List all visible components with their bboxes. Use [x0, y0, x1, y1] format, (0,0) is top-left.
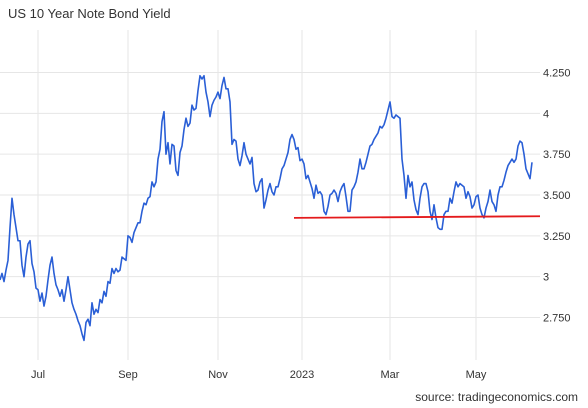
- y-axis: 2.750 3 3.250 3.500 3.750 4 4.250: [543, 67, 571, 324]
- y-tick-label: 3.500: [543, 190, 571, 202]
- chart-source: source: tradingeconomics.com: [415, 390, 578, 404]
- y-tick-label: 4.250: [543, 67, 571, 79]
- x-tick-label: May: [466, 369, 487, 381]
- x-tick-label: Nov: [208, 369, 228, 381]
- series-line-support: [293, 215, 541, 219]
- chart-title: US 10 Year Note Bond Yield: [8, 6, 171, 21]
- x-tick-label: 2023: [290, 369, 314, 381]
- x-tick-label: Mar: [381, 369, 400, 381]
- x-tick-label: Sep: [118, 369, 138, 381]
- y-tick-label: 3.250: [543, 231, 571, 243]
- x-axis: Jul Sep Nov 2023 Mar May: [31, 369, 487, 381]
- series-layer: [0, 74, 541, 342]
- grid-lines: [0, 30, 540, 360]
- x-tick-label: Jul: [31, 369, 45, 381]
- y-tick-label: 3: [543, 272, 549, 284]
- y-tick-label: 2.750: [543, 313, 571, 325]
- y-tick-label: 4: [543, 108, 549, 120]
- y-tick-label: 3.750: [543, 149, 571, 161]
- series-line-yield: [0, 74, 533, 342]
